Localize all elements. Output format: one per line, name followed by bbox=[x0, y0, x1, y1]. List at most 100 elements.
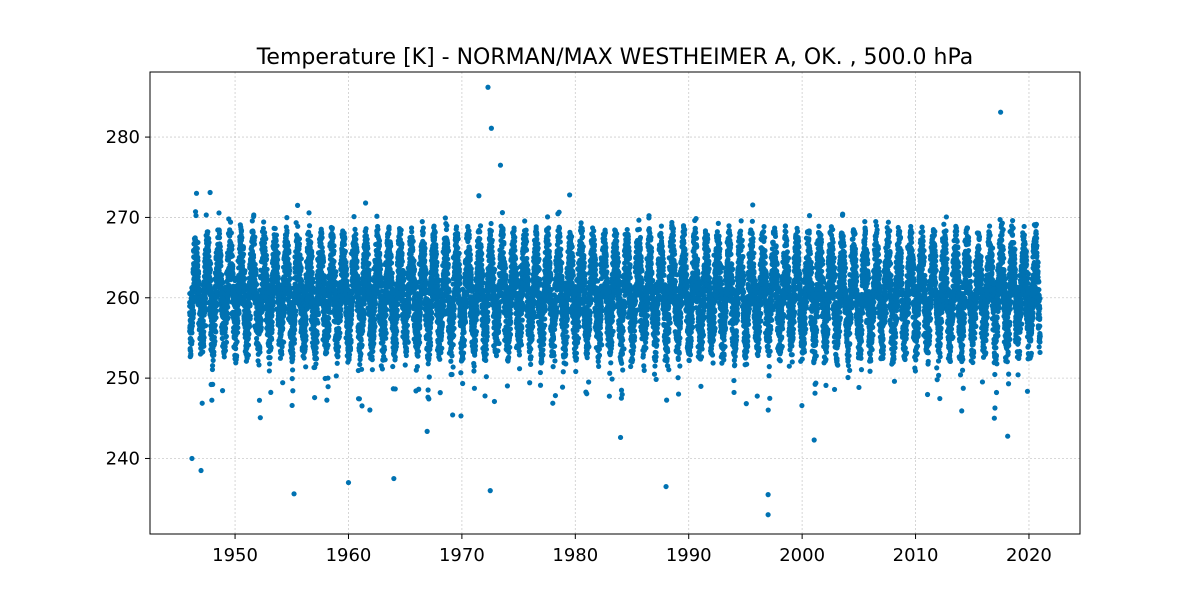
data-point bbox=[472, 364, 477, 369]
data-point bbox=[416, 387, 421, 392]
data-point bbox=[584, 391, 589, 396]
data-point bbox=[766, 373, 771, 378]
data-point bbox=[325, 375, 330, 380]
data-point bbox=[641, 363, 646, 368]
data-point bbox=[335, 361, 340, 366]
data-point bbox=[538, 383, 543, 388]
data-point bbox=[220, 388, 225, 393]
data-point bbox=[308, 233, 313, 238]
data-point bbox=[380, 366, 385, 371]
data-point bbox=[216, 210, 221, 215]
data-point bbox=[257, 398, 262, 403]
data-point bbox=[357, 396, 362, 401]
data-point bbox=[731, 378, 736, 383]
data-point bbox=[200, 401, 205, 406]
data-point bbox=[528, 362, 533, 367]
data-point bbox=[325, 384, 330, 389]
data-point bbox=[482, 393, 487, 398]
data-point bbox=[761, 224, 766, 229]
data-point bbox=[438, 390, 443, 395]
data-point bbox=[261, 219, 266, 224]
data-point bbox=[273, 226, 278, 231]
data-point bbox=[359, 403, 364, 408]
data-point bbox=[618, 435, 623, 440]
data-point bbox=[731, 390, 736, 395]
data-point bbox=[545, 214, 550, 219]
data-point bbox=[676, 391, 681, 396]
chart-title: Temperature [K] - NORMAN/MAX WESTHEIMER … bbox=[256, 45, 974, 70]
data-point bbox=[290, 376, 295, 381]
data-point bbox=[211, 358, 216, 363]
data-point bbox=[426, 387, 431, 392]
data-point bbox=[268, 390, 273, 395]
data-point bbox=[210, 363, 215, 368]
data-point bbox=[449, 372, 454, 377]
data-point bbox=[607, 371, 612, 376]
data-point bbox=[563, 361, 568, 366]
data-point bbox=[446, 248, 451, 253]
data-point bbox=[444, 223, 449, 228]
data-point bbox=[359, 367, 364, 372]
data-point bbox=[209, 398, 214, 403]
data-point bbox=[420, 219, 425, 224]
data-point bbox=[652, 372, 657, 377]
data-point bbox=[324, 398, 329, 403]
data-point bbox=[357, 362, 362, 367]
data-point bbox=[646, 213, 651, 218]
data-point bbox=[290, 388, 295, 393]
data-point bbox=[552, 358, 557, 363]
data-point bbox=[550, 401, 555, 406]
data-point bbox=[628, 364, 633, 369]
data-point bbox=[620, 392, 625, 397]
data-point bbox=[739, 218, 744, 223]
data-point bbox=[557, 210, 562, 215]
data-point bbox=[250, 218, 255, 223]
data-point bbox=[450, 412, 455, 417]
data-point bbox=[403, 362, 408, 367]
data-point bbox=[492, 399, 497, 404]
data-point bbox=[374, 214, 379, 219]
data-point bbox=[280, 380, 285, 385]
data-point bbox=[251, 212, 256, 217]
data-point bbox=[500, 210, 505, 215]
data-point bbox=[664, 398, 669, 403]
data-point bbox=[766, 407, 771, 412]
data-point bbox=[608, 360, 613, 365]
data-point bbox=[750, 202, 755, 207]
data-point bbox=[313, 361, 318, 366]
data-point bbox=[607, 394, 612, 399]
data-point bbox=[390, 364, 395, 369]
data-point bbox=[367, 407, 372, 412]
data-point bbox=[370, 367, 375, 372]
data-point bbox=[228, 220, 233, 225]
data-point bbox=[716, 221, 721, 226]
data-point bbox=[334, 373, 339, 378]
data-point bbox=[654, 377, 659, 382]
data-point bbox=[425, 429, 430, 434]
data-point bbox=[505, 383, 510, 388]
data-point bbox=[472, 386, 477, 391]
data-point bbox=[732, 362, 737, 367]
data-point bbox=[553, 393, 558, 398]
data-point bbox=[744, 362, 749, 367]
data-point bbox=[755, 393, 760, 398]
data-point bbox=[560, 385, 565, 390]
data-point bbox=[290, 403, 295, 408]
data-point bbox=[652, 363, 657, 368]
data-point bbox=[295, 203, 300, 208]
data-point bbox=[471, 368, 476, 373]
data-point bbox=[460, 381, 465, 386]
data-point bbox=[744, 401, 749, 406]
data-point bbox=[675, 375, 680, 380]
data-point bbox=[284, 215, 289, 220]
data-point bbox=[415, 364, 420, 369]
data-point bbox=[258, 415, 263, 420]
data-point bbox=[710, 360, 715, 365]
data-point bbox=[256, 362, 261, 367]
data-points bbox=[187, 85, 1043, 518]
data-point bbox=[522, 218, 527, 223]
data-point bbox=[267, 368, 272, 373]
data-point bbox=[393, 386, 398, 391]
